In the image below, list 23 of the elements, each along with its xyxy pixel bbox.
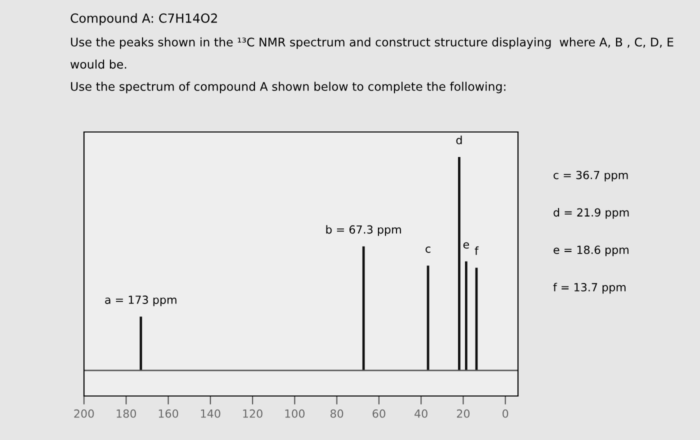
x-tick-label: 80 (330, 409, 344, 418)
text: d = 21.9 ppm (554, 208, 629, 219)
annotation: b = 67.3 ppm (326, 225, 401, 236)
x-tick-label: 0 (502, 409, 508, 418)
annotation: d (456, 136, 462, 144)
text: c = 36.7 ppm (554, 170, 628, 182)
x-tick-label: 60 (372, 409, 386, 418)
x-tick-label: 180 (116, 409, 136, 418)
x-tick-label: 200 (74, 409, 94, 418)
x-tick-label: 100 (285, 409, 305, 418)
annotation: f (474, 246, 479, 255)
text: e = 18.6 ppm (554, 246, 628, 256)
x-tick-label: 120 (243, 409, 262, 418)
annotation: a = 173 ppm (105, 296, 176, 306)
chart-title: Compound A: C7H14O2 (70, 13, 217, 26)
annotation: c (426, 246, 430, 253)
x-tick-label: 160 (158, 409, 178, 418)
annotation: e (463, 242, 469, 249)
x-tick-label: 20 (456, 409, 470, 418)
x-tick-label: 140 (201, 409, 220, 418)
text: f = 13.7 ppm (553, 282, 626, 294)
chart-subtitle: Use the peaks shown in the ¹³C NMR spectrum and construct structure displaying where A, B , C, D, E would be. Use the spectrum of compound A shown below to complete the following: (70, 37, 674, 94)
x-tick-label: 40 (414, 409, 428, 418)
